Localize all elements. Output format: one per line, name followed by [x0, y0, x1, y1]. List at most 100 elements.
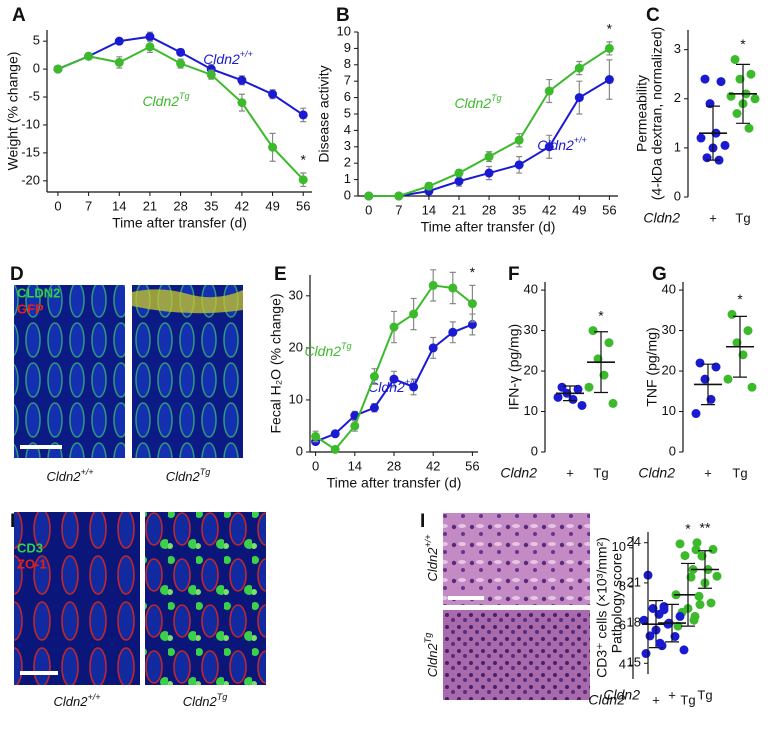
data-point	[424, 181, 434, 191]
y-tick-label: 3	[344, 138, 351, 153]
y-tick-label: 10	[662, 403, 676, 418]
y-tick-label: 0	[531, 443, 538, 458]
data-point	[454, 168, 464, 178]
y-tick-label: 3	[674, 41, 681, 56]
y-tick-label: 30	[289, 287, 303, 302]
data-point	[514, 160, 524, 170]
y-tick-label: 20	[662, 362, 676, 377]
x-axis-label: Cldn2	[603, 687, 640, 703]
data-point	[686, 572, 696, 582]
image-caption: Cldn2+/+	[47, 467, 94, 484]
data-point	[744, 123, 754, 133]
y-tick-label: 0	[33, 61, 40, 76]
panel-letter: F	[508, 264, 520, 285]
data-point	[694, 591, 704, 601]
data-point	[394, 191, 404, 201]
y-tick-label: 2	[674, 90, 681, 105]
data-point	[700, 74, 710, 84]
data-point	[369, 372, 379, 382]
x-tick-label: 49	[265, 198, 279, 213]
data-point	[573, 384, 583, 394]
micrograph	[443, 513, 590, 605]
x-tick-label: 28	[387, 458, 401, 473]
data-point	[702, 153, 712, 163]
data-point	[574, 93, 584, 103]
data-point	[428, 343, 438, 353]
data-point	[680, 551, 690, 561]
data-point	[577, 400, 587, 410]
x-tick-label: 35	[512, 202, 526, 217]
x-axis-label: Cldn2	[643, 210, 680, 226]
annotation: *	[301, 152, 307, 168]
data-point	[675, 539, 685, 549]
data-point	[206, 70, 216, 80]
data-point	[389, 322, 399, 332]
data-point	[114, 36, 124, 46]
series-label: Cldn2Tg	[454, 93, 501, 110]
data-point	[691, 545, 701, 555]
data-point	[695, 358, 705, 368]
y-axis-label: TNF (pg/mg)	[644, 327, 660, 406]
micrograph	[14, 512, 140, 685]
y-axis-label: IFN-γ (pg/mg)	[506, 324, 522, 410]
y-tick-label: 24	[627, 534, 641, 549]
x-axis-label: Time after transfer (d)	[421, 219, 556, 235]
data-point	[369, 403, 379, 413]
x-tick-label: Tg	[593, 465, 608, 480]
y-axis-label: Permeability	[634, 75, 650, 152]
micrograph	[145, 512, 266, 685]
y-tick-label: -15	[21, 144, 40, 159]
data-point	[690, 611, 700, 621]
data-point	[746, 69, 756, 79]
x-tick-label: 0	[54, 198, 61, 213]
data-point	[237, 98, 247, 108]
x-axis-label: Time after transfer (d)	[327, 475, 462, 491]
annotation: *	[737, 291, 743, 307]
data-point	[574, 63, 584, 73]
y-axis-label: Weight (% change)	[5, 52, 21, 171]
data-point	[732, 109, 742, 118]
data-point	[176, 59, 186, 69]
y-tick-label: 5	[33, 33, 40, 48]
x-tick-label: 21	[452, 202, 466, 217]
x-tick-label: 56	[602, 202, 616, 217]
panel-letter: G	[652, 264, 667, 285]
series-label: Cldn2+/+	[203, 49, 253, 66]
data-point	[484, 152, 494, 162]
data-point	[114, 57, 124, 67]
data-point	[330, 444, 340, 454]
series-label: Cldn2Tg	[304, 341, 351, 358]
data-point	[712, 571, 722, 581]
data-point	[448, 283, 458, 293]
data-point	[706, 394, 716, 404]
data-point	[584, 382, 594, 392]
y-axis-label: Fecal H₂O (% change)	[268, 293, 284, 433]
x-tick-label: 14	[422, 202, 436, 217]
series-label: Cldn2+/+	[537, 135, 587, 152]
data-point	[645, 631, 655, 641]
x-tick-label: 7	[85, 198, 92, 213]
panel-letter: C	[646, 5, 660, 26]
annotation: *	[598, 307, 604, 323]
y-tick-label: 2	[344, 155, 351, 170]
chart-panel: F 0 10 20 30 40 IFN-γ (pg/mg) Cldn2 + Tg *	[500, 264, 618, 481]
panel-letter: E	[274, 264, 287, 285]
chart-panel: A -20 -15 -10 -5 0 5 Weight (% change) 0 7 14 21 28 3…	[5, 5, 312, 231]
y-tick-label: 10	[612, 539, 626, 554]
data-point	[298, 175, 308, 185]
image-caption: Cldn2+/+	[423, 535, 440, 582]
data-point	[467, 299, 477, 309]
data-point	[708, 544, 718, 554]
data-point	[53, 64, 63, 74]
x-tick-label: 28	[173, 198, 187, 213]
data-point	[484, 168, 494, 178]
data-point	[176, 47, 186, 57]
data-point	[298, 110, 308, 120]
data-point	[735, 74, 745, 84]
y-tick-label: 30	[524, 322, 538, 337]
y-axis-label: CD3⁺ cells (×10³/mm²)	[594, 537, 610, 678]
data-point	[692, 538, 702, 548]
data-point	[696, 133, 706, 143]
data-point	[747, 382, 757, 392]
